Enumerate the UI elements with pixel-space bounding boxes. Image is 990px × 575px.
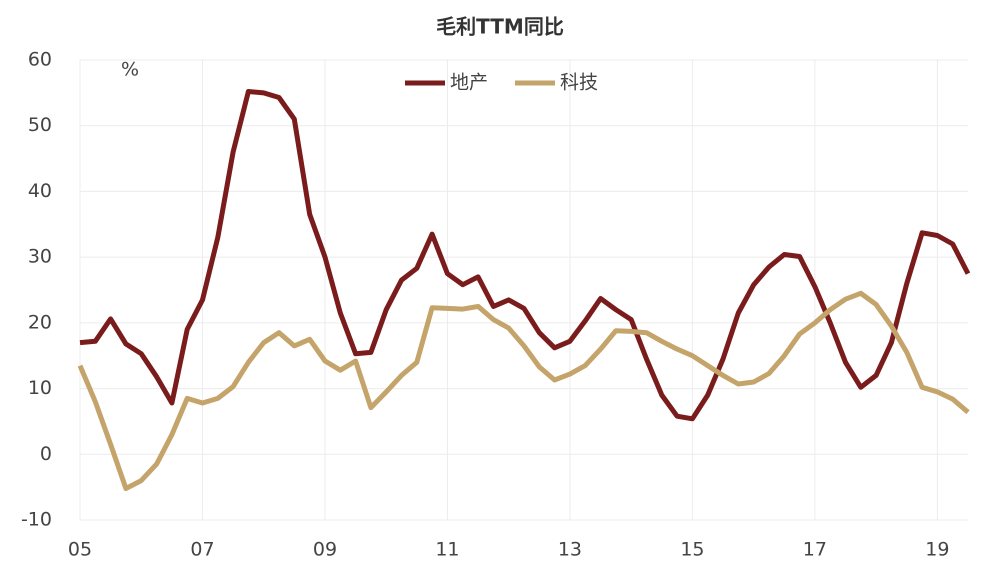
x-tick-label: 07	[190, 539, 214, 561]
chart-title: 毛利TTM同比	[436, 15, 564, 39]
legend-label: 科技	[560, 72, 598, 94]
x-tick-label: 13	[558, 539, 582, 561]
x-tick-label: 17	[803, 539, 827, 561]
y-tick-label: 20	[28, 311, 52, 333]
x-tick-label: 15	[680, 539, 704, 561]
x-tick-label: 11	[435, 539, 459, 561]
y-tick-label: 0	[40, 443, 52, 465]
legend-label: 地产	[450, 72, 488, 94]
y-tick-label: 40	[28, 180, 52, 202]
y-tick-label: 10	[28, 377, 52, 399]
x-tick-label: 05	[68, 539, 92, 561]
y-tick-label: -10	[21, 509, 52, 531]
line-series	[79, 89, 971, 422]
x-tick-label: 19	[925, 539, 949, 561]
y-tick-label: 50	[28, 114, 52, 136]
x-tick-label: 09	[313, 539, 337, 561]
line-series	[77, 290, 970, 491]
y-unit: %	[121, 59, 139, 81]
y-tick-label: 60	[28, 49, 52, 71]
y-tick-label: 30	[28, 246, 52, 268]
